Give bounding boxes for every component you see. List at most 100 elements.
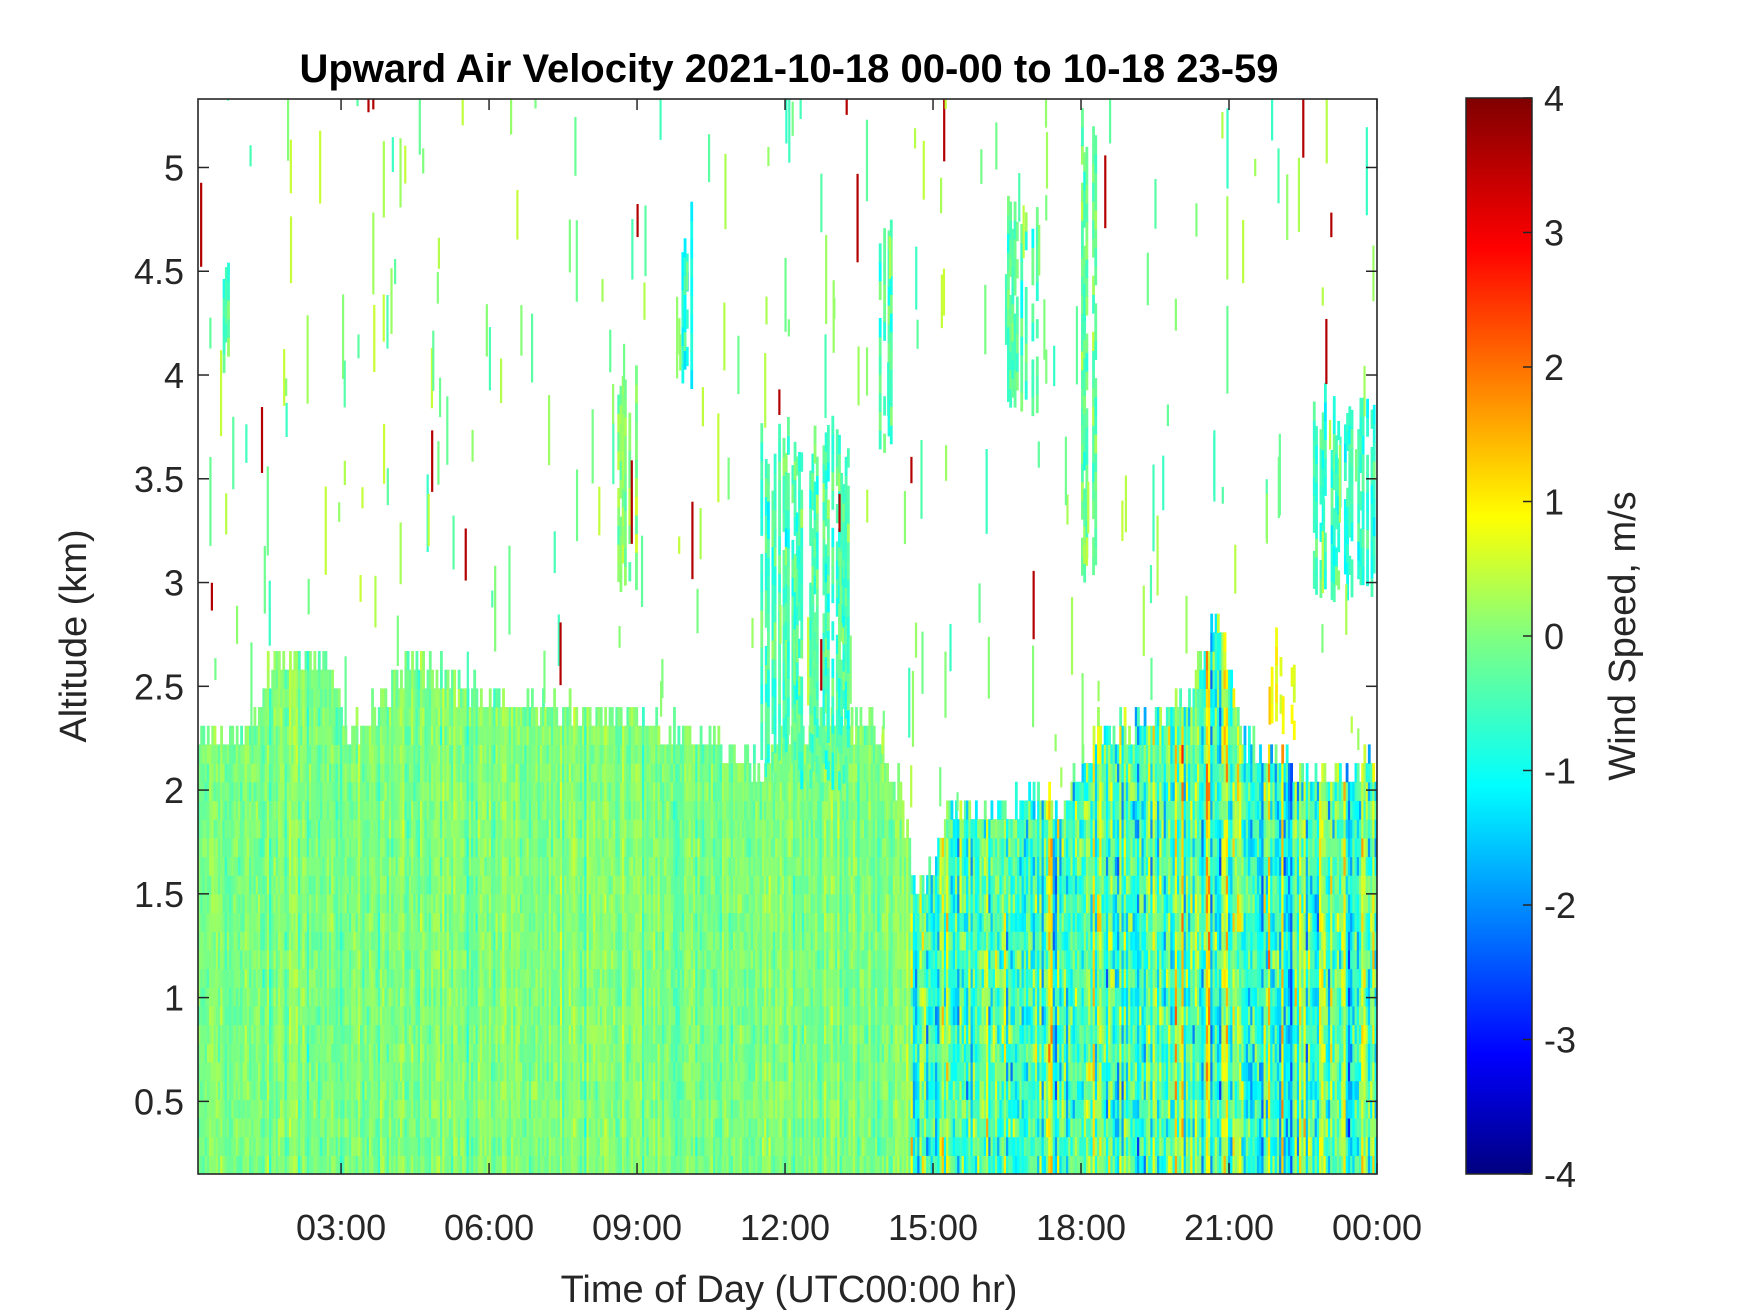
heatmap-cell xyxy=(468,875,472,895)
heatmap-cell xyxy=(257,744,261,764)
heatmap-cell xyxy=(553,987,556,1007)
heatmap-cell xyxy=(428,837,432,858)
heatmap-cell xyxy=(317,763,321,783)
heatmap-cell xyxy=(280,912,283,932)
heatmap-cell xyxy=(391,781,394,802)
heatmap-cell xyxy=(366,725,370,746)
heatmap-cell xyxy=(555,1005,559,1026)
plot-area: 03:00 06:00 09:00 12:00 15:00 18:00 21:00 00:00… xyxy=(134,98,1422,1248)
heatmap-cell xyxy=(537,1080,541,1100)
heatmap-cell xyxy=(257,1080,261,1100)
heatmap-cell xyxy=(513,725,517,746)
heatmap-cell xyxy=(479,893,483,914)
heatmap-cell xyxy=(535,1043,539,1063)
heatmap-cell xyxy=(291,1005,295,1026)
heatmap-cell xyxy=(453,1099,457,1119)
heatmap-cell xyxy=(435,1043,439,1063)
heatmap-cell xyxy=(557,968,561,988)
heatmap-cell xyxy=(360,1061,363,1082)
heatmap-cell xyxy=(493,744,497,764)
heatmap-cell xyxy=(295,1024,299,1044)
heatmap-cell xyxy=(400,1099,403,1119)
heatmap-cell xyxy=(220,1061,224,1082)
heatmap-cell xyxy=(419,856,423,876)
heatmap-cell xyxy=(335,1080,339,1100)
heatmap-cell xyxy=(246,968,250,988)
heatmap-cell xyxy=(244,819,248,839)
heatmap-cell xyxy=(231,837,235,858)
heatmap-cell xyxy=(442,1136,446,1156)
heatmap-cell xyxy=(517,1136,521,1156)
heatmap-cell xyxy=(524,781,528,802)
heatmap-cell xyxy=(315,949,319,970)
heatmap-cell xyxy=(453,1136,457,1156)
heatmap-cell xyxy=(348,800,352,820)
heatmap-cell xyxy=(553,1080,556,1100)
heatmap-cell xyxy=(406,987,410,1007)
heatmap-cell xyxy=(555,1099,559,1119)
heatmap-cell xyxy=(477,763,481,783)
heatmap-cell xyxy=(473,1155,477,1174)
heatmap-cell xyxy=(550,875,554,895)
heatmap-cell xyxy=(548,819,552,839)
heatmap-cell xyxy=(266,1005,270,1026)
heatmap-cell xyxy=(324,688,328,708)
heatmap-cell xyxy=(255,912,259,932)
heatmap-cell xyxy=(380,931,383,951)
heatmap-cell xyxy=(400,1080,403,1100)
heatmap-cell xyxy=(491,1099,494,1119)
heatmap-cell xyxy=(211,725,215,746)
heatmap-cell xyxy=(471,1024,474,1044)
heatmap-cell xyxy=(497,744,501,764)
heatmap-cell xyxy=(348,968,352,988)
heatmap-cell xyxy=(231,856,235,876)
heatmap-cell xyxy=(464,1136,468,1156)
heatmap-cell xyxy=(266,968,270,988)
heatmap-cell xyxy=(413,1024,417,1044)
heatmap-cell xyxy=(393,875,397,895)
heatmap-cell xyxy=(340,1005,343,1026)
heatmap-cell xyxy=(324,651,328,671)
heatmap-cell xyxy=(411,744,414,764)
heatmap-cell xyxy=(215,744,219,764)
heatmap-cell xyxy=(337,725,341,746)
heatmap-cell xyxy=(504,837,508,858)
heatmap-cell xyxy=(284,856,288,876)
heatmap-cell xyxy=(224,781,228,802)
heatmap-cell xyxy=(522,968,525,988)
heatmap-cell xyxy=(326,968,330,988)
heatmap-cell xyxy=(426,1024,430,1044)
heatmap-cell xyxy=(317,837,321,858)
heatmap-cell xyxy=(515,1061,519,1082)
heatmap-cell xyxy=(308,744,312,764)
heatmap-cell xyxy=(284,987,288,1007)
heatmap-cell xyxy=(324,893,328,914)
heatmap-cell xyxy=(386,1005,390,1026)
heatmap-cell xyxy=(213,875,217,895)
heatmap-cell xyxy=(262,1024,266,1044)
heatmap-cell xyxy=(315,837,319,858)
heatmap-cell xyxy=(459,1080,463,1100)
heatmap-cell xyxy=(249,987,252,1007)
heatmap-cell xyxy=(242,1080,246,1100)
heatmap-cell xyxy=(397,1080,401,1100)
heatmap-cell xyxy=(488,1080,492,1100)
heatmap-cell xyxy=(408,893,412,914)
heatmap-cell xyxy=(260,968,263,988)
heatmap-cell xyxy=(331,1061,335,1082)
heatmap-cell xyxy=(406,800,410,820)
heatmap-cell xyxy=(202,1005,206,1026)
heatmap-cell xyxy=(539,1099,543,1119)
heatmap-cell xyxy=(222,1136,226,1156)
heatmap-cell xyxy=(504,1117,508,1138)
heatmap-cell xyxy=(373,1061,377,1082)
heatmap-cell xyxy=(333,1099,337,1119)
heatmap-cell xyxy=(302,707,306,727)
heatmap-cell xyxy=(198,1061,201,1082)
heatmap-cell xyxy=(522,912,525,932)
heatmap-cell xyxy=(522,949,525,970)
heatmap-cell xyxy=(504,912,508,932)
heatmap-cell xyxy=(497,1080,501,1100)
heatmap-cell xyxy=(206,968,210,988)
heatmap-cell xyxy=(302,968,306,988)
